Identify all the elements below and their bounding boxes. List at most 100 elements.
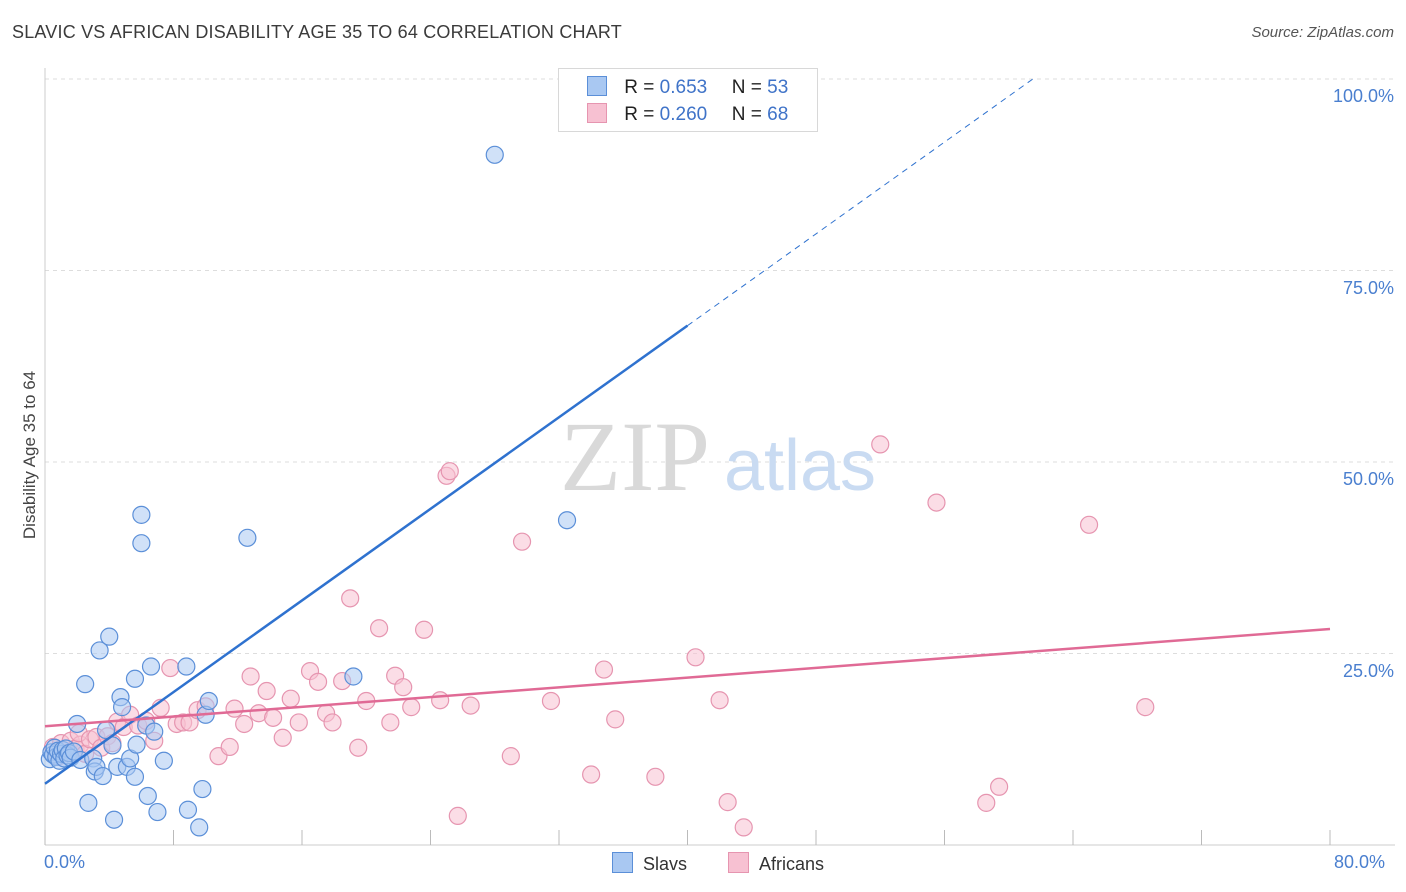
trend-lines [44, 78, 1331, 785]
slavs-point-47 [193, 779, 212, 799]
africans-point-69 [927, 493, 946, 512]
watermark-atlas: atlas [724, 426, 876, 506]
africans-point-58 [512, 532, 532, 551]
slavs-trend-extension [687, 78, 1034, 327]
slavs-point-18 [79, 793, 98, 812]
africans-point-72 [1079, 515, 1099, 534]
legend-item-africans[interactable]: Africans [728, 852, 824, 875]
africans-point-66 [718, 793, 737, 812]
africans-point-55 [448, 806, 467, 825]
africans-point-57 [501, 747, 520, 766]
slavs-point-53 [557, 511, 577, 530]
africans-point-54 [440, 462, 459, 481]
africans-r-label: R = [624, 104, 655, 125]
slavs-n-label: N = [731, 77, 762, 98]
africans-point-49 [394, 678, 413, 697]
y-tick-label-75: 75.0% [1342, 277, 1394, 298]
watermark: ZIP atlas [560, 401, 876, 512]
legend-row-slavs: R = 0.653 N = 53 [587, 76, 788, 100]
africans-point-46 [370, 619, 389, 638]
africans-point-52 [431, 691, 450, 710]
slavs-point-30 [112, 698, 132, 717]
africans-legend-label: Africans [759, 854, 825, 874]
africans-r-value: 0.260 [659, 104, 708, 125]
africans-point-37 [289, 713, 308, 732]
africans-point-35 [273, 728, 292, 747]
slavs-swatch [587, 76, 607, 96]
slavs-point-52 [485, 145, 504, 164]
africans-point-68 [871, 435, 890, 454]
slavs-point-49 [199, 691, 218, 711]
africans-point-59 [541, 691, 561, 711]
slavs-point-17 [76, 675, 95, 694]
africans-point-43 [341, 589, 360, 608]
grid-lines [45, 78, 1395, 654]
africans-point-50 [402, 698, 421, 717]
africans-point-28 [220, 737, 239, 757]
africans-point-44 [349, 738, 368, 757]
watermark-zip: ZIP [560, 401, 710, 512]
africans-point-47 [381, 713, 400, 732]
africans-point-51 [414, 620, 434, 639]
africans-point-73 [1136, 698, 1155, 717]
africans-point-70 [977, 793, 996, 812]
legend-item-slavs[interactable]: Slavs [612, 852, 687, 875]
africans-point-29 [225, 699, 244, 718]
africans-point-63 [646, 767, 665, 786]
africans-point-56 [461, 696, 480, 715]
slavs-point-33 [125, 669, 145, 688]
slavs-point-40 [141, 657, 161, 676]
series-legend: Slavs Africans [612, 852, 860, 875]
africans-point-62 [606, 710, 625, 729]
x-tick-min: 0.0% [44, 852, 86, 872]
africans-point-71 [990, 777, 1009, 796]
africans-point-30 [235, 714, 254, 734]
slavs-point-34 [125, 767, 145, 786]
slavs-point-39 [138, 786, 157, 806]
y-tick-label-25: 25.0% [1342, 660, 1394, 681]
slavs-point-46 [190, 818, 209, 837]
africans-point-39 [308, 672, 328, 691]
correlation-legend: R = 0.653 N = 53 R = 0.260 N = 68 [558, 68, 818, 132]
slavs-points [40, 145, 577, 837]
africans-trend-line [44, 627, 1331, 728]
slavs-point-41 [145, 722, 164, 741]
slavs-point-27 [104, 810, 124, 829]
slavs-point-44 [177, 657, 196, 676]
y-tick-label-50: 50.0% [1342, 469, 1394, 489]
legend-row-africans: R = 0.260 N = 68 [587, 103, 788, 127]
africans-legend-swatch [728, 852, 750, 873]
africans-point-21 [161, 658, 180, 678]
y-tick-label-100: 100.0% [1332, 86, 1394, 106]
africans-point-64 [686, 648, 705, 667]
africans-point-67 [734, 818, 753, 837]
slavs-point-51 [344, 667, 363, 686]
africans-point-65 [710, 691, 729, 710]
slavs-legend-swatch [612, 852, 633, 873]
slavs-point-45 [178, 800, 198, 819]
slavs-n-value: 53 [767, 77, 789, 98]
slavs-point-25 [100, 627, 119, 646]
africans-point-31 [241, 667, 260, 686]
slavs-legend-label: Slavs [643, 854, 688, 874]
slavs-point-50 [238, 528, 257, 547]
africans-swatch [587, 103, 607, 123]
chart-title: SLAVIC VS AFRICAN DISABILITY AGE 35 TO 6… [12, 22, 622, 42]
africans-n-label: N = [731, 104, 762, 125]
slavs-r-value: 0.653 [659, 77, 708, 98]
africans-point-41 [323, 713, 342, 732]
africans-point-36 [281, 689, 300, 708]
slavs-point-37 [132, 534, 151, 553]
slavs-point-42 [148, 802, 167, 822]
slavs-point-36 [132, 505, 151, 524]
slavs-trend-line [44, 324, 689, 785]
africans-point-60 [582, 765, 601, 784]
slavs-point-35 [127, 735, 146, 754]
slavs-point-22 [90, 641, 109, 660]
source-label: Source: ZipAtlas.com [1251, 24, 1394, 41]
africans-point-34 [263, 708, 283, 727]
x-tick-max: 80.0% [1334, 852, 1386, 872]
axes [44, 68, 1395, 846]
africans-n-value: 68 [767, 104, 789, 125]
